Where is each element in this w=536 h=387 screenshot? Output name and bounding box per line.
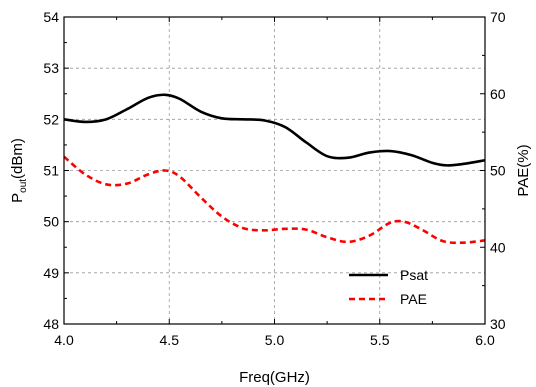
right-y-tick-label: 70 — [490, 9, 506, 25]
series-layer — [63, 93, 486, 245]
right-y-tick-label: 40 — [490, 239, 506, 255]
left-y-tick-label: 49 — [43, 265, 59, 281]
right-y-tick-label: 50 — [490, 163, 506, 179]
axis-ticks — [63, 16, 486, 325]
left-y-axis-title: Pout(dBm) — [9, 138, 29, 203]
x-tick-label: 5.5 — [370, 332, 390, 348]
series-line-pae — [63, 155, 486, 245]
left-y-tick-label: 53 — [43, 60, 59, 76]
left-y-tick-label: 51 — [43, 163, 59, 179]
tick-labels: 4.0 4.5 5.0 5.5 6.0 48 49 50 51 52 53 54 30 40 50 60 70 — [43, 9, 505, 348]
x-tick-label: 4.5 — [160, 332, 180, 348]
right-y-tick-label: 30 — [490, 316, 506, 332]
left-y-tick-label: 52 — [43, 111, 59, 127]
left-y-tick-label: 48 — [43, 316, 59, 332]
right-y-axis-title: PAE(%) — [515, 144, 532, 196]
left-y-axis-title-subscript: out — [18, 179, 29, 193]
series-line-psat — [63, 93, 486, 167]
legend-label-pae: PAE — [400, 291, 427, 307]
x-tick-label: 6.0 — [475, 332, 495, 348]
x-tick-label: 4.0 — [54, 332, 74, 348]
legend: Psat PAE — [349, 267, 428, 307]
left-y-axis-title-unit: (dBm) — [9, 138, 26, 179]
left-y-tick-label: 54 — [43, 9, 59, 25]
right-y-tick-label: 60 — [490, 86, 506, 102]
grid-lines — [64, 17, 485, 324]
left-y-tick-label: 50 — [43, 214, 59, 230]
x-tick-label: 5.0 — [265, 332, 285, 348]
legend-label-psat: Psat — [400, 267, 428, 283]
x-axis-title: Freq(GHz) — [239, 369, 310, 386]
left-y-axis-title-main: P — [9, 193, 26, 203]
